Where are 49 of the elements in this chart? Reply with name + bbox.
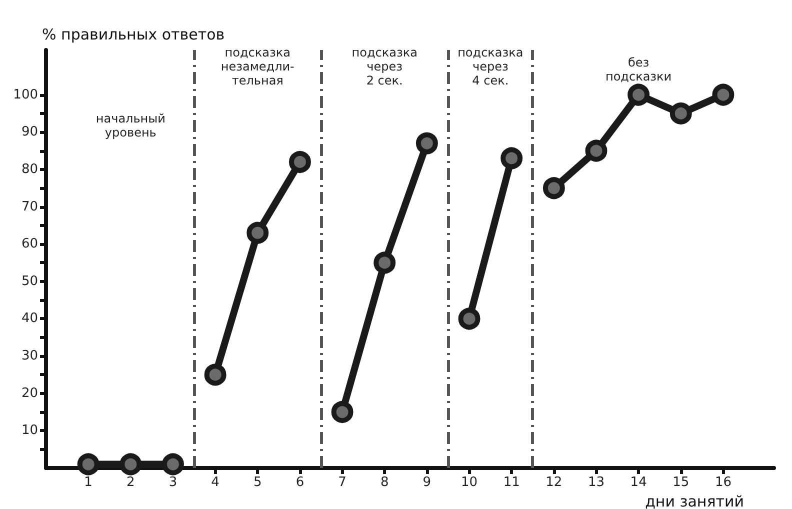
y-tick-label: 100	[13, 87, 38, 102]
annotation: подсказка через 4 сек.	[458, 45, 524, 88]
y-tick-label: 20	[21, 386, 38, 401]
y-axis-title: % правильных ответов	[42, 26, 225, 44]
point	[500, 147, 523, 170]
point	[204, 364, 226, 386]
x-tick-label: 2	[126, 475, 135, 490]
point	[162, 453, 184, 476]
x-tick-label: 16	[714, 475, 732, 490]
x-tick-label: 10	[460, 475, 478, 490]
x-tick-label: 3	[168, 475, 178, 490]
point	[374, 252, 396, 274]
y-tick-label: 40	[21, 311, 38, 326]
annotation: начальный уровень	[96, 112, 166, 140]
y-tick-label: 10	[21, 423, 38, 438]
y-tick-label: 80	[21, 162, 38, 177]
point	[77, 453, 100, 476]
annotation: подсказка через 2 сек.	[352, 45, 418, 88]
point	[458, 308, 480, 330]
x-tick-label: 4	[211, 475, 220, 490]
x-tick-label: 7	[338, 475, 346, 490]
x-tick-label: 5	[253, 475, 262, 490]
y-tick-label: 50	[21, 274, 38, 289]
y-tick-label: 70	[21, 199, 38, 214]
x-tick-label: 9	[422, 475, 432, 490]
point	[246, 222, 269, 244]
x-tick-label: 11	[503, 475, 520, 490]
x-tick-label: 8	[380, 475, 389, 490]
y-tick-label: 60	[21, 236, 38, 252]
y-tick-label: 90	[21, 124, 38, 140]
point	[628, 84, 650, 106]
x-tick-label: 15	[672, 475, 690, 490]
annotation: без подсказки	[605, 56, 672, 84]
point	[542, 177, 565, 200]
point	[585, 140, 608, 162]
x-tick-label: 13	[588, 475, 605, 490]
point	[712, 84, 734, 106]
y-tick-label: 30	[21, 348, 38, 364]
point	[416, 132, 438, 154]
point	[288, 150, 311, 173]
x-tick-label: 14	[630, 475, 647, 490]
x-tick-label: 6	[296, 475, 304, 490]
point	[670, 102, 692, 124]
annotation: подсказка незамедли- тельная	[220, 45, 294, 88]
point	[120, 453, 142, 476]
x-axis-title: дни занятий	[645, 492, 744, 509]
x-tick-label: 1	[84, 475, 92, 490]
point	[331, 401, 354, 424]
x-tick-label: 12	[546, 475, 562, 490]
